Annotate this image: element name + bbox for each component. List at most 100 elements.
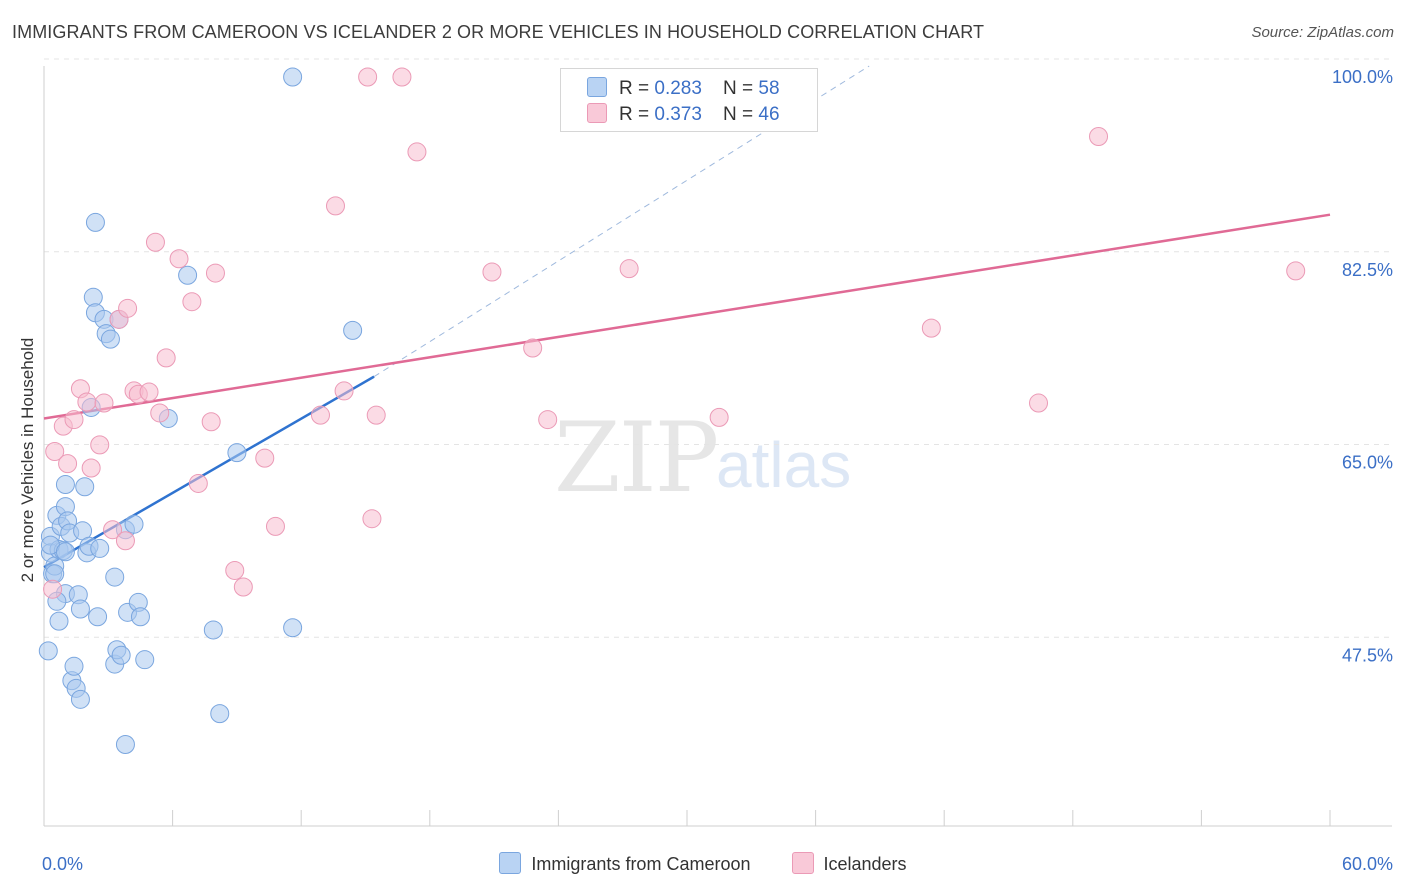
point-icelanders bbox=[921, 318, 941, 338]
point-cameroon bbox=[70, 689, 90, 709]
y-tick-label: 65.0% bbox=[1342, 453, 1393, 473]
point-icelanders bbox=[58, 454, 78, 474]
point-icelanders bbox=[709, 407, 729, 427]
y-tick-label: 82.5% bbox=[1342, 260, 1393, 280]
x-tick-label-max: 60.0% bbox=[1342, 854, 1393, 874]
legend-n-value: 46 bbox=[758, 104, 780, 125]
point-icelanders bbox=[45, 442, 65, 462]
point-icelanders bbox=[94, 393, 114, 413]
point-cameroon bbox=[70, 599, 90, 619]
point-icelanders bbox=[265, 516, 285, 536]
chart-title: IMMIGRANTS FROM CAMEROON VS ICELANDER 2 … bbox=[12, 22, 985, 42]
point-cameroon bbox=[135, 650, 155, 670]
point-cameroon bbox=[115, 734, 135, 754]
point-icelanders bbox=[362, 509, 382, 529]
legend-n-label: N = bbox=[723, 104, 759, 125]
point-cameroon bbox=[283, 67, 303, 87]
trend-lines bbox=[43, 65, 1331, 569]
y-tick-label: 47.5% bbox=[1342, 645, 1393, 665]
point-icelanders bbox=[103, 520, 123, 540]
stats-legend: R = 0.283 N = 58 R = 0.373 N = 46 bbox=[560, 68, 818, 132]
point-cameroon bbox=[88, 607, 108, 627]
legend-r-value: 0.283 bbox=[654, 78, 702, 99]
point-cameroon bbox=[203, 620, 223, 640]
legend-row-icelanders: R = 0.373 N = 46 bbox=[587, 103, 780, 127]
legend-item-icelanders: Icelanders bbox=[791, 852, 907, 875]
point-icelanders bbox=[188, 473, 208, 493]
watermark-zip: ZIP bbox=[554, 402, 719, 514]
point-icelanders bbox=[43, 579, 63, 599]
point-icelanders bbox=[1089, 126, 1109, 146]
point-icelanders bbox=[169, 249, 189, 269]
point-icelanders bbox=[1286, 261, 1306, 281]
point-cameroon bbox=[111, 645, 131, 665]
point-cameroon bbox=[283, 618, 303, 638]
point-icelanders bbox=[64, 410, 84, 430]
point-icelanders bbox=[255, 448, 275, 468]
legend-swatch-cameroon bbox=[499, 852, 522, 874]
point-icelanders bbox=[334, 381, 354, 401]
trend-icelanders bbox=[43, 213, 1331, 420]
point-cameroon bbox=[90, 538, 110, 558]
legend-label-icelanders: Icelanders bbox=[823, 854, 907, 874]
legend-label-cameroon: Immigrants from Cameroon bbox=[531, 854, 751, 874]
source-label: Source: ZipAtlas.com bbox=[1251, 24, 1394, 41]
point-cameroon bbox=[210, 704, 230, 724]
point-cameroon bbox=[100, 329, 120, 349]
point-icelanders bbox=[325, 196, 345, 216]
point-icelanders bbox=[139, 382, 159, 402]
point-icelanders bbox=[1029, 393, 1049, 413]
legend-swatch-cameroon bbox=[587, 77, 607, 97]
point-icelanders bbox=[115, 531, 135, 551]
point-icelanders bbox=[233, 577, 253, 597]
legend-r-label: R = bbox=[619, 78, 655, 99]
point-cameroon bbox=[38, 641, 58, 661]
point-cameroon bbox=[64, 656, 84, 676]
point-cameroon bbox=[55, 475, 75, 495]
point-icelanders bbox=[145, 232, 165, 252]
point-icelanders bbox=[392, 67, 412, 87]
axes bbox=[43, 66, 1392, 827]
point-icelanders bbox=[156, 348, 176, 368]
data-points bbox=[38, 67, 1306, 754]
point-cameroon bbox=[49, 611, 69, 631]
gridlines bbox=[44, 58, 1392, 638]
series-legend: Immigrants from Cameroon Icelanders bbox=[0, 852, 1406, 875]
point-icelanders bbox=[407, 142, 427, 162]
legend-r-label: R = bbox=[619, 104, 655, 125]
point-cameroon bbox=[178, 265, 198, 285]
point-icelanders bbox=[90, 435, 110, 455]
point-icelanders bbox=[77, 392, 97, 412]
point-cameroon bbox=[130, 607, 150, 627]
legend-swatch-icelanders bbox=[587, 103, 607, 123]
point-cameroon bbox=[55, 542, 75, 562]
point-icelanders bbox=[201, 412, 221, 432]
point-cameroon bbox=[124, 514, 144, 534]
point-icelanders bbox=[619, 259, 639, 279]
y-tick-label: 100.0% bbox=[1332, 67, 1393, 87]
point-icelanders bbox=[358, 67, 378, 87]
legend-r-value: 0.373 bbox=[654, 104, 702, 125]
y-tick-labels: 100.0% 82.5% 65.0% 47.5% bbox=[1332, 67, 1393, 665]
point-cameroon bbox=[227, 443, 247, 463]
point-icelanders bbox=[538, 410, 558, 430]
point-cameroon bbox=[343, 320, 363, 340]
legend-swatch-icelanders bbox=[791, 852, 814, 874]
point-icelanders bbox=[225, 560, 245, 580]
watermark-atlas: atlas bbox=[716, 429, 852, 501]
point-icelanders bbox=[182, 292, 202, 312]
point-cameroon bbox=[105, 567, 125, 587]
point-cameroon bbox=[75, 477, 95, 497]
point-cameroon bbox=[85, 212, 105, 232]
x-tick-label-min: 0.0% bbox=[42, 854, 83, 874]
legend-n-value: 58 bbox=[758, 78, 780, 99]
point-icelanders bbox=[205, 263, 225, 283]
point-icelanders bbox=[150, 403, 170, 423]
point-icelanders bbox=[366, 405, 386, 425]
point-icelanders bbox=[523, 338, 543, 358]
point-icelanders bbox=[118, 298, 138, 318]
point-icelanders bbox=[81, 458, 101, 478]
legend-item-cameroon: Immigrants from Cameroon bbox=[499, 852, 750, 875]
legend-n-label: N = bbox=[723, 78, 759, 99]
